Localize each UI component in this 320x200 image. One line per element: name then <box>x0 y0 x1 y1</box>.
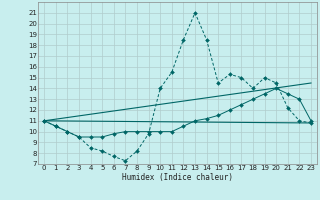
X-axis label: Humidex (Indice chaleur): Humidex (Indice chaleur) <box>122 173 233 182</box>
